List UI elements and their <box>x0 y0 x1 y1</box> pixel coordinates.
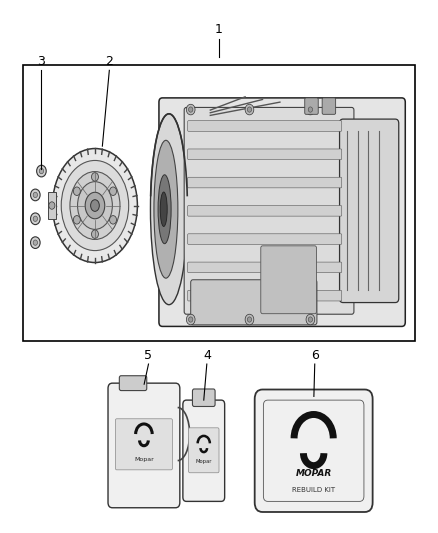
Circle shape <box>110 216 117 224</box>
Circle shape <box>110 187 117 196</box>
Circle shape <box>186 314 195 325</box>
FancyBboxPatch shape <box>187 206 342 216</box>
Circle shape <box>308 317 313 322</box>
FancyBboxPatch shape <box>322 98 336 114</box>
Text: REBUILD KIT: REBUILD KIT <box>292 487 335 493</box>
Circle shape <box>31 189 40 201</box>
Circle shape <box>245 104 254 115</box>
FancyBboxPatch shape <box>187 290 342 301</box>
FancyBboxPatch shape <box>119 376 147 391</box>
Circle shape <box>306 314 315 325</box>
Circle shape <box>188 317 193 322</box>
FancyBboxPatch shape <box>183 400 225 502</box>
Ellipse shape <box>160 192 167 227</box>
FancyBboxPatch shape <box>305 98 318 114</box>
FancyBboxPatch shape <box>108 383 180 508</box>
Text: 5: 5 <box>145 349 152 362</box>
FancyBboxPatch shape <box>187 262 342 273</box>
Ellipse shape <box>158 175 171 244</box>
Circle shape <box>186 104 195 115</box>
Ellipse shape <box>150 114 187 305</box>
Text: 4: 4 <box>203 349 211 362</box>
Circle shape <box>247 107 252 112</box>
FancyBboxPatch shape <box>116 419 173 470</box>
Text: MOPAR: MOPAR <box>296 469 332 478</box>
Circle shape <box>188 107 193 112</box>
Ellipse shape <box>91 200 99 212</box>
Ellipse shape <box>61 160 129 251</box>
FancyBboxPatch shape <box>187 177 342 188</box>
Circle shape <box>33 240 38 245</box>
Bar <box>23 65 415 341</box>
FancyBboxPatch shape <box>187 120 342 131</box>
Circle shape <box>247 317 252 322</box>
Circle shape <box>92 230 99 238</box>
Circle shape <box>37 165 46 177</box>
FancyBboxPatch shape <box>184 108 354 314</box>
Ellipse shape <box>70 172 120 239</box>
Bar <box>48 192 56 219</box>
FancyBboxPatch shape <box>159 98 405 326</box>
FancyBboxPatch shape <box>188 428 219 473</box>
Ellipse shape <box>154 140 178 278</box>
Circle shape <box>31 213 40 224</box>
Text: Mopar: Mopar <box>195 459 212 464</box>
Ellipse shape <box>85 192 105 219</box>
Text: 6: 6 <box>311 349 319 362</box>
Text: 2: 2 <box>106 55 113 68</box>
FancyBboxPatch shape <box>339 119 399 303</box>
FancyBboxPatch shape <box>261 246 317 314</box>
Circle shape <box>74 187 80 196</box>
Circle shape <box>33 216 38 221</box>
Ellipse shape <box>53 149 138 263</box>
Circle shape <box>74 216 80 224</box>
Circle shape <box>39 168 44 174</box>
Circle shape <box>306 104 315 115</box>
Circle shape <box>92 173 99 181</box>
Circle shape <box>245 314 254 325</box>
FancyBboxPatch shape <box>187 149 342 159</box>
Circle shape <box>49 202 55 209</box>
FancyBboxPatch shape <box>187 234 342 245</box>
Text: 1: 1 <box>215 23 223 36</box>
FancyBboxPatch shape <box>192 389 215 407</box>
Circle shape <box>31 237 40 248</box>
FancyBboxPatch shape <box>254 390 373 512</box>
FancyBboxPatch shape <box>191 280 317 325</box>
Text: Mopar: Mopar <box>134 457 154 462</box>
Circle shape <box>33 192 38 198</box>
Text: 3: 3 <box>38 55 46 68</box>
Circle shape <box>308 107 313 112</box>
Ellipse shape <box>78 182 113 229</box>
